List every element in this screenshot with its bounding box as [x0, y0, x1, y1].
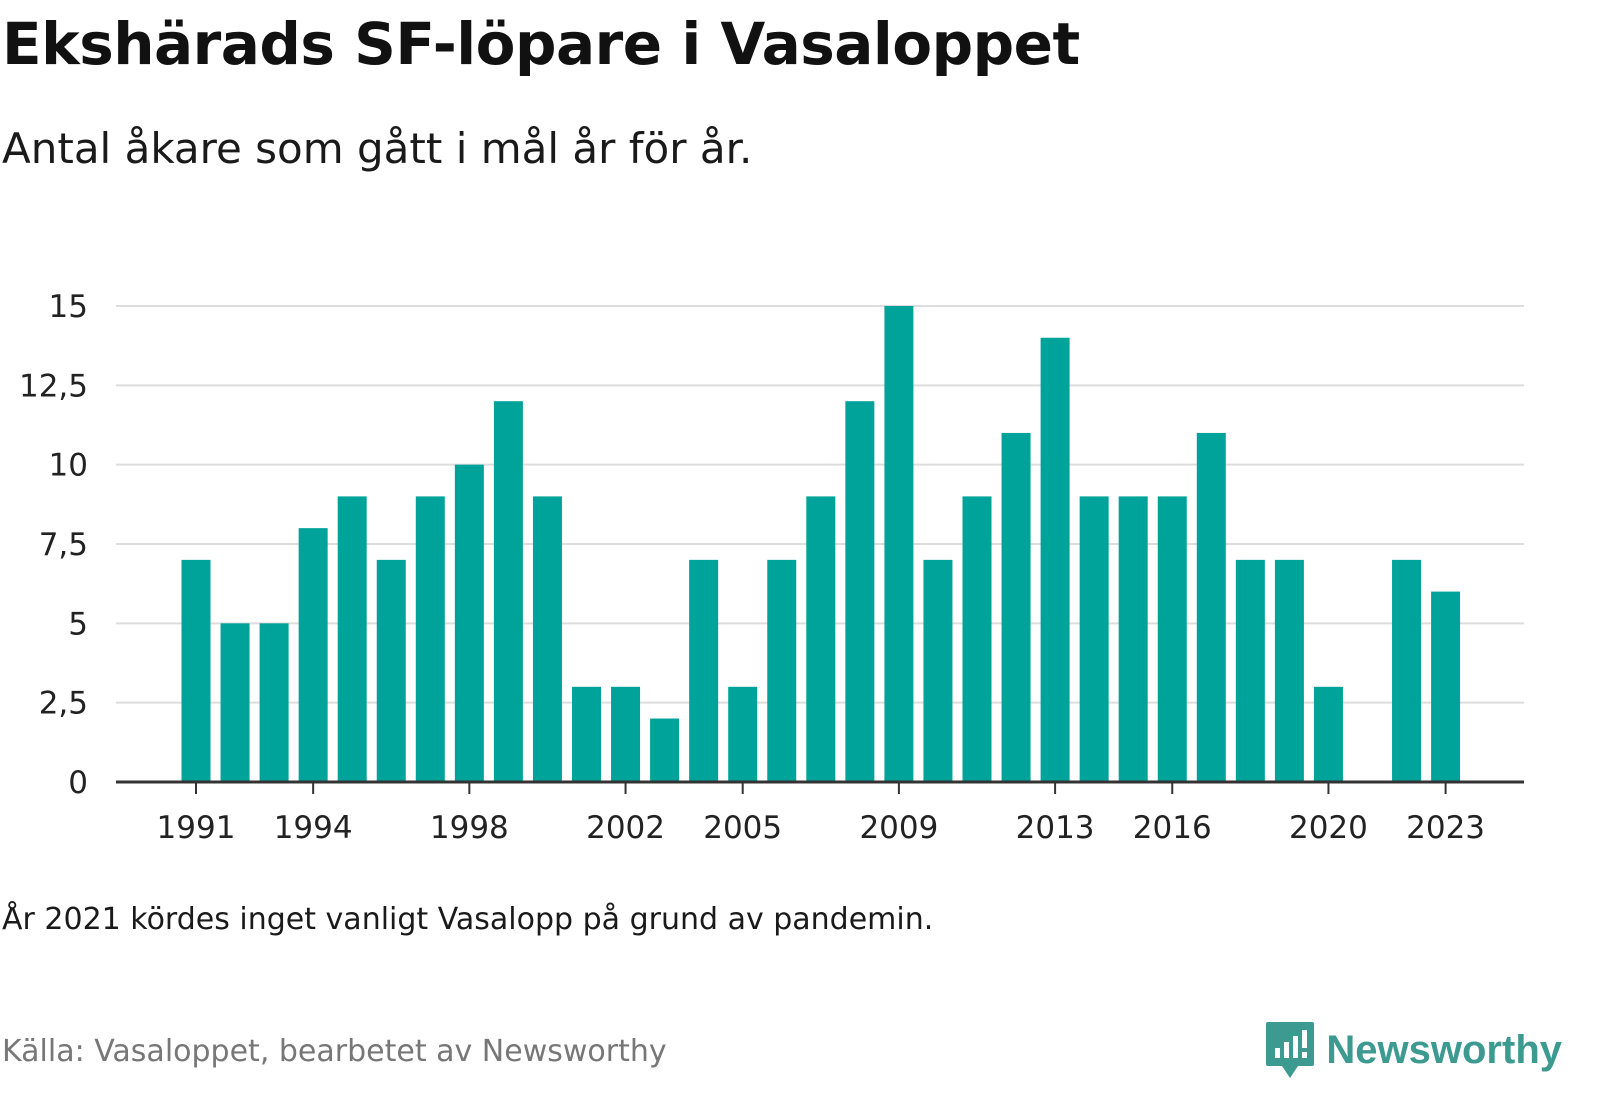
y-axis-ticks: 0 2,5 5 7,5 10 12,5 15: [19, 289, 88, 801]
bar-2005: [728, 686, 758, 782]
bar-1994: [298, 528, 328, 782]
bar-2011: [962, 496, 992, 782]
chart-subtitle: Antal åkare som gått i mål år för år.: [2, 124, 753, 173]
y-tick-label: 10: [49, 448, 88, 484]
bar-2018: [1235, 559, 1265, 782]
bar-2015: [1118, 496, 1148, 782]
x-axis-ticks: 1991 1994 1998 2002 2005 2009 2013 2016 2020 2023: [157, 782, 1485, 846]
bar-2001: [572, 686, 601, 782]
x-tick-label: 2023: [1406, 810, 1485, 846]
x-tick-label: 2020: [1289, 810, 1368, 846]
bar-2022: [1392, 559, 1422, 782]
x-tick-label: 1994: [274, 810, 353, 846]
bar-2017: [1196, 432, 1226, 782]
x-tick-label: 2013: [1016, 810, 1095, 846]
y-tick-label: 5: [68, 606, 88, 642]
bar-2019: [1274, 559, 1304, 782]
bar-2010: [923, 559, 953, 782]
bar-2007: [806, 496, 836, 782]
brand-logo: Newsworthy: [1264, 1020, 1562, 1080]
brand-name: Newsworthy: [1326, 1027, 1562, 1072]
bar-2014: [1079, 496, 1109, 782]
y-tick-label: 7,5: [39, 527, 88, 563]
x-tick-label: 2009: [859, 810, 938, 846]
bar-2000: [532, 496, 562, 782]
bar-1997: [415, 496, 445, 782]
bar-2004: [689, 559, 719, 782]
x-tick-label: 2005: [703, 810, 782, 846]
bar-2012: [1001, 432, 1031, 782]
x-tick-label: 1998: [430, 810, 509, 846]
bar-2003: [650, 718, 680, 782]
bar-1991: [181, 559, 211, 782]
bar-2002: [611, 686, 641, 782]
y-tick-label: 2,5: [39, 686, 88, 722]
bar-2016: [1157, 496, 1187, 782]
chart-title: Ekshärads SF-löpare i Vasaloppet: [2, 10, 1080, 78]
x-tick-label: 2002: [586, 810, 665, 846]
bar-1992: [220, 623, 250, 782]
bar-2009: [884, 306, 914, 782]
bar-2006: [767, 559, 797, 782]
bar-1998: [454, 464, 484, 782]
bar-2008: [845, 401, 875, 782]
x-tick-label: 2016: [1133, 810, 1212, 846]
y-tick-label: 12,5: [19, 368, 88, 404]
bar-1999: [493, 401, 523, 782]
bar-chart: 0 2,5 5 7,5 10 12,5 15 1991 1994 1998 2002 2005 200…: [19, 289, 1524, 846]
bars: [181, 306, 1461, 782]
bar-2020: [1313, 686, 1343, 782]
bar-2013: [1040, 337, 1070, 782]
chart-note: År 2021 kördes inget vanligt Vasalopp på…: [2, 902, 934, 937]
bar-1995: [337, 496, 367, 782]
y-tick-label: 15: [49, 289, 88, 325]
x-tick-label: 1991: [157, 810, 236, 846]
bar-1993: [259, 623, 289, 782]
y-tick-label: 0: [68, 765, 88, 801]
source-text: Källa: Vasaloppet, bearbetet av Newswort…: [2, 1034, 667, 1069]
bar-2023: [1431, 591, 1461, 782]
newsworthy-logo-icon: [1266, 1022, 1315, 1078]
bar-1996: [376, 559, 406, 782]
